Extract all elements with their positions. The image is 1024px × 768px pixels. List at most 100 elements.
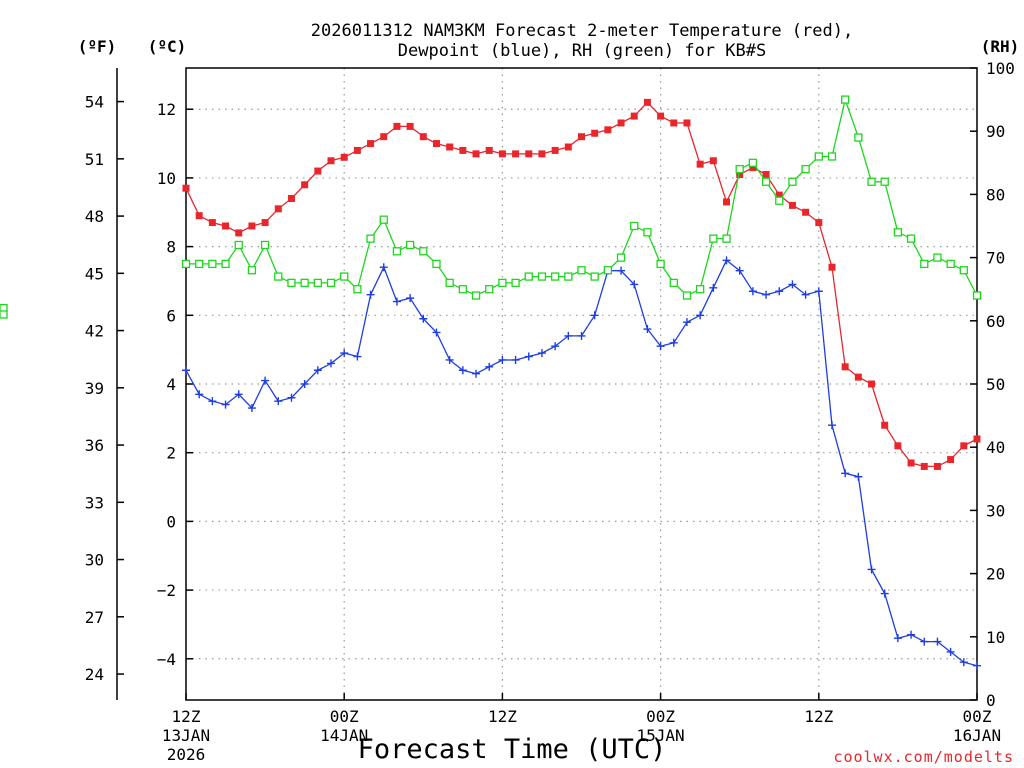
time-tick-label: 12Z: [488, 707, 517, 726]
temperature-point: [195, 212, 203, 220]
rh-point: [696, 285, 705, 294]
rh-point: [643, 228, 652, 237]
temperature-point: [498, 150, 506, 158]
temperature-point: [314, 167, 322, 175]
dewpoint-point: [524, 352, 533, 361]
rh-point: [419, 247, 428, 256]
temperature-point: [933, 462, 941, 470]
temperature-point: [222, 222, 230, 230]
rh-point: [260, 240, 270, 250]
dewpoint-point: [920, 637, 929, 646]
dewpoint-point: [287, 393, 296, 402]
series-dewpoint: [182, 256, 981, 670]
dewpoint-point: [300, 380, 309, 388]
rh-point: [590, 272, 599, 281]
rh-tick-label: 10: [986, 628, 1005, 647]
chart-title: 2026011312 NAM3KM Forecast 2-meter Tempe…: [311, 21, 853, 41]
rh-point: [471, 291, 481, 300]
dewpoint-point: [208, 397, 217, 406]
dewpoint-point: [880, 589, 889, 598]
dewpoint-point: [696, 311, 705, 320]
temperature-point: [525, 150, 533, 158]
dewpoint-point: [432, 328, 441, 337]
temperature-point: [723, 198, 731, 206]
credit-text: coolwx.com/modelts: [833, 748, 1014, 766]
rh-point: [603, 266, 613, 275]
series-temperature: [182, 98, 981, 470]
temperature-point: [235, 229, 243, 237]
rh-point: [669, 278, 678, 288]
rh-tick-label: 100: [986, 59, 1015, 78]
temperature-point: [182, 184, 190, 192]
rh-point: [326, 278, 336, 288]
series-rh: [0, 95, 982, 319]
fahrenheit-tick-label: 42: [85, 322, 104, 341]
rh-tick-label: 30: [986, 501, 1005, 520]
dewpoint-point: [537, 349, 546, 358]
temperature-point: [208, 219, 216, 227]
temperature-point: [881, 421, 889, 429]
temperature-point: [380, 133, 388, 141]
dewpoint-point: [933, 637, 942, 646]
rh-point: [788, 177, 797, 186]
rh-point: [827, 152, 837, 161]
fahrenheit-tick-label: 51: [85, 150, 104, 169]
rh-point: [181, 259, 191, 269]
temperature-point: [446, 143, 454, 151]
dewpoint-point: [485, 362, 494, 371]
celsius-tick-label: −4: [157, 650, 176, 669]
dewpoint-point: [735, 266, 744, 275]
dewpoint-point: [630, 280, 639, 289]
dewpoint-point: [498, 355, 507, 364]
rh-point: [920, 259, 929, 269]
dewpoint-point: [340, 349, 349, 358]
temperature-point: [578, 133, 585, 141]
rh-point: [445, 278, 454, 288]
rh-point: [340, 272, 349, 281]
rh-unit-label: (RH): [981, 37, 1020, 56]
dewpoint-point: [841, 469, 850, 478]
temperature-point: [485, 146, 493, 154]
rh-point: [221, 259, 230, 269]
dewpoint-point: [577, 331, 586, 340]
dewpoint-point: [762, 290, 771, 299]
dewpoint-point: [669, 338, 678, 347]
temperature-point: [815, 219, 823, 227]
tick-labels: −4−2024681012242730333639424548515401020…: [85, 59, 1015, 764]
dewpoint-point: [261, 376, 270, 385]
dewpoint-point: [313, 366, 322, 375]
dewpoint-point: [946, 647, 955, 656]
rh-point: [234, 240, 243, 250]
dewpoint-point: [801, 290, 810, 299]
dewpoint-point: [656, 342, 665, 351]
x-axis-label: Forecast Time (UTC): [358, 734, 667, 765]
celsius-tick-label: 6: [166, 306, 176, 325]
time-tick-label: 00Z: [963, 707, 992, 726]
rh-point: [405, 240, 415, 250]
fahrenheit-unit-label: (ºF): [78, 37, 117, 56]
rh-point: [854, 133, 863, 142]
dewpoint-point: [959, 658, 968, 667]
rh-tick-label: 90: [986, 122, 1005, 141]
celsius-tick-label: 0: [166, 512, 176, 531]
dewpoint-point: [775, 287, 784, 296]
dewpoint-point: [274, 397, 283, 406]
dewpoint-point: [379, 263, 388, 272]
temperature-point: [630, 112, 638, 120]
fahrenheit-tick-label: 33: [85, 493, 104, 512]
rh-point: [550, 272, 560, 281]
temperature-point: [591, 129, 599, 137]
rh-point: [933, 253, 942, 262]
rh-point: [366, 234, 375, 243]
dewpoint-point: [709, 283, 718, 292]
temperature-point: [472, 150, 480, 158]
temperature-point: [841, 363, 849, 371]
temperature-point: [709, 157, 717, 165]
dewpoint-point: [551, 342, 560, 351]
temperature-point: [775, 191, 783, 199]
temperature-point: [459, 146, 467, 154]
dewpoint-point: [893, 634, 902, 643]
temperature-point: [670, 119, 678, 127]
dewpoint-point: [353, 352, 362, 361]
temperature-point: [617, 119, 625, 127]
